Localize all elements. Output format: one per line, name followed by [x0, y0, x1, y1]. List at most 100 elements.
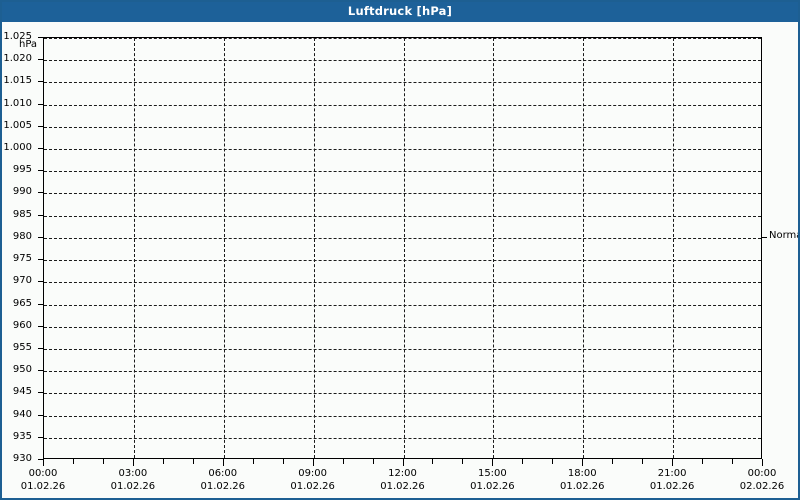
y-gridline: [44, 38, 761, 39]
y-gridline: [44, 326, 761, 328]
y-axis-tick: [38, 281, 43, 283]
x-axis-date: 01.02.26: [290, 481, 335, 492]
x-axis-minor-tick: [282, 459, 284, 464]
x-gridline: [403, 38, 405, 458]
x-gridline: [133, 38, 135, 458]
y-axis-tick-label: 955: [12, 341, 32, 353]
y-axis-tick-label: 985: [12, 208, 32, 220]
x-axis-date: 02.02.26: [739, 481, 785, 492]
x-axis-date: 01.02.26: [559, 481, 605, 492]
y-axis-tick: [38, 325, 43, 327]
y-axis-tick: [38, 392, 43, 394]
y-gridline: [44, 371, 761, 373]
y-axis-tick: [38, 170, 43, 172]
y-axis-tick-label: 960: [12, 319, 32, 331]
y-gridline: [44, 282, 761, 284]
y-axis-tick: [38, 214, 43, 216]
x-axis-tick-label: 06:00 01.02.26: [183, 467, 263, 493]
y-axis-tick: [38, 148, 43, 150]
y-axis-tick: [38, 303, 43, 305]
y-gridline: [44, 149, 761, 151]
y-axis-tick-label: 1.010: [3, 97, 32, 109]
normal-reference-label: Normal: [769, 229, 798, 241]
x-gridline: [493, 38, 495, 458]
x-axis-minor-tick: [192, 459, 194, 464]
y-axis-unit-label: hPa: [19, 39, 38, 50]
x-axis-time: 06:00: [208, 468, 238, 479]
y-axis-tick-label: 970: [12, 275, 32, 287]
plot-area: [43, 37, 762, 459]
y-gridline: [44, 237, 761, 239]
y-gridline: [44, 193, 761, 195]
y-axis-tick-label: 975: [12, 253, 32, 265]
x-axis-minor-tick: [612, 459, 614, 464]
x-axis-tick: [762, 459, 763, 466]
y-axis-tick-label: 1.005: [3, 119, 32, 131]
y-gridline: [44, 126, 761, 128]
x-axis-time: 15:00: [477, 468, 507, 479]
y-axis-tick: [38, 81, 43, 83]
y-axis-tick-label: 1.020: [3, 53, 32, 65]
x-axis-tick: [132, 459, 134, 466]
x-axis-time: 18:00: [567, 468, 597, 479]
x-axis-tick: [582, 459, 584, 466]
y-axis-tick: [38, 436, 43, 438]
x-axis-date: 01.02.26: [649, 481, 695, 492]
y-gridline: [44, 260, 761, 262]
x-axis-tick-label: 03:00 01.02.26: [93, 467, 173, 493]
x-axis-minor-tick: [372, 459, 374, 464]
x-axis-date: 01.02.26: [380, 481, 425, 492]
x-axis-time: 12:00: [388, 468, 417, 479]
y-axis-tick: [38, 59, 43, 61]
x-axis-minor-tick: [432, 459, 434, 464]
x-axis-tick-label: 15:00 01.02.26: [452, 467, 532, 493]
x-axis-tick: [402, 459, 404, 466]
x-axis-tick-label: 12:00 01.02.26: [363, 467, 443, 493]
y-axis-tick-label: 935: [12, 430, 32, 442]
x-axis-tick: [312, 459, 314, 466]
y-axis-tick-label: 1.000: [3, 142, 32, 154]
x-axis-minor-tick: [72, 459, 74, 464]
x-axis-tick-label: 00:00 01.02.26: [3, 467, 83, 493]
x-axis-time: 03:00: [118, 468, 148, 479]
x-axis-minor-tick: [462, 459, 464, 464]
x-axis-date: 01.02.26: [470, 481, 515, 492]
y-axis-tick: [38, 259, 43, 261]
window-title-bar: Luftdruck [hPa]: [2, 2, 798, 22]
y-gridline: [44, 393, 761, 395]
x-gridline: [313, 38, 315, 458]
x-axis-tick: [492, 459, 494, 466]
x-axis-minor-tick: [252, 459, 254, 464]
y-gridline: [44, 215, 761, 217]
y-axis-tick: [38, 414, 43, 416]
y-gridline: [44, 415, 761, 417]
x-axis-tick: [222, 459, 224, 466]
y-axis-tick: [38, 37, 43, 38]
y-axis-tick-label: 950: [12, 364, 32, 376]
x-axis-time: 00:00: [747, 468, 777, 479]
y-gridline: [44, 171, 761, 173]
y-axis-tick: [38, 236, 43, 238]
y-axis-tick-label: 990: [12, 186, 32, 198]
x-axis-date: 01.02.26: [200, 481, 246, 492]
y-axis-tick: [38, 370, 43, 372]
y-axis-tick-label: 1.025: [3, 31, 32, 42]
x-axis-minor-tick: [342, 459, 344, 464]
x-axis-minor-tick: [102, 459, 104, 464]
y-axis-tick-label: 995: [12, 164, 32, 176]
y-axis-tick: [38, 103, 43, 105]
x-axis-time: 00:00: [28, 468, 58, 479]
y-gridline: [44, 348, 761, 350]
y-axis-tick-label: 945: [12, 386, 32, 398]
y-axis-tick-label: 940: [12, 408, 32, 420]
y-axis-tick-label: 965: [12, 297, 32, 309]
x-axis-time: 09:00: [298, 468, 328, 479]
x-axis-minor-tick: [552, 459, 554, 464]
x-axis-tick-label: 21:00 01.02.26: [632, 467, 712, 493]
y-axis-tick: [38, 192, 43, 194]
x-axis-minor-tick: [702, 459, 704, 464]
y-axis-tick-label: 980: [12, 230, 32, 242]
x-gridline: [223, 38, 225, 458]
page-title: Luftdruck [hPa]: [347, 4, 453, 18]
